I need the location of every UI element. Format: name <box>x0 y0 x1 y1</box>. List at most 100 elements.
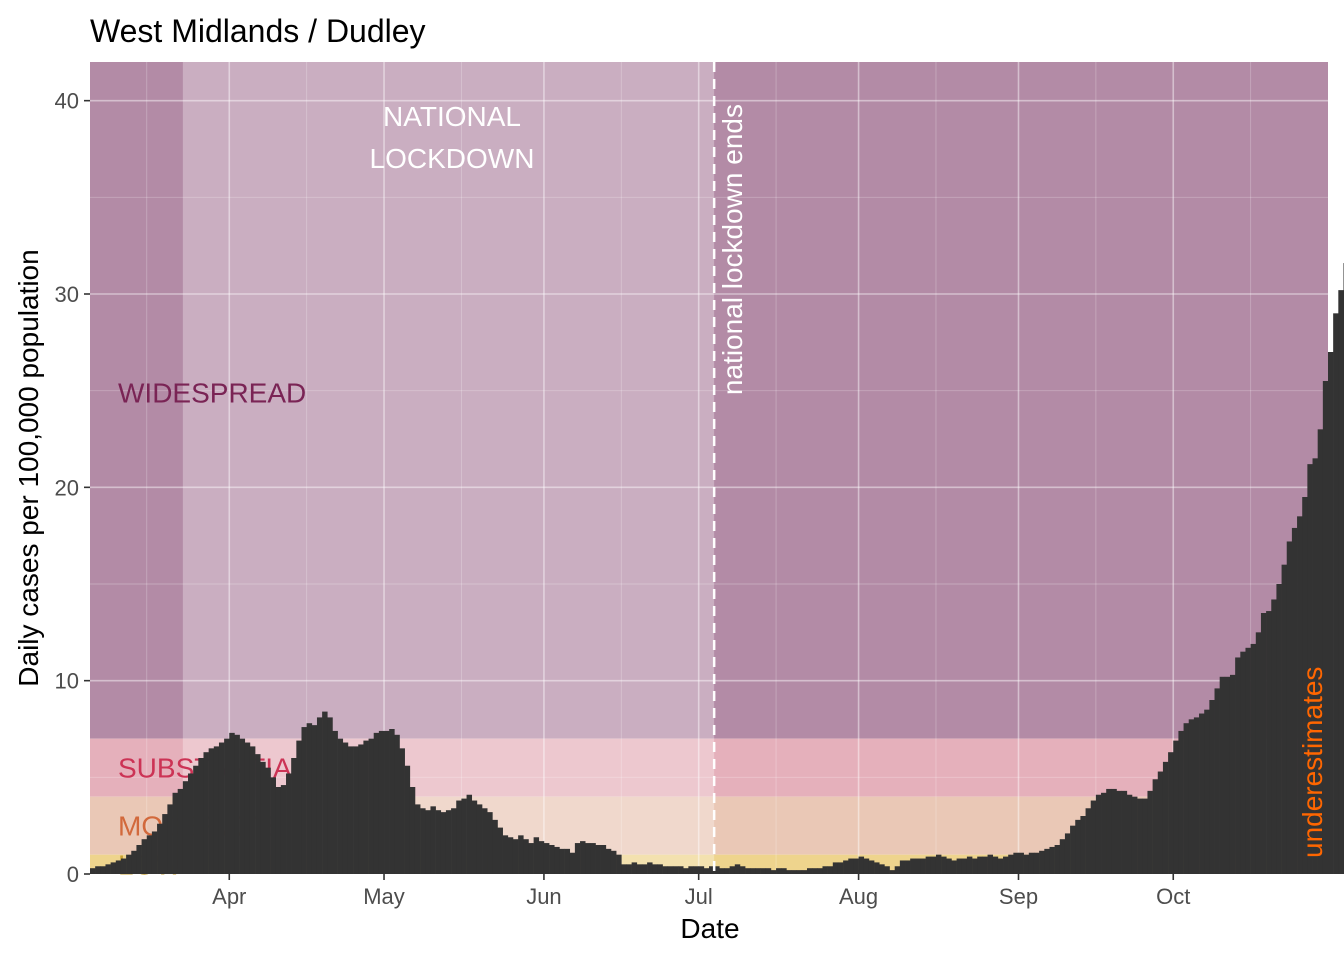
bar <box>296 740 302 874</box>
bar <box>972 858 978 874</box>
bar <box>105 864 111 874</box>
bar <box>1255 632 1262 874</box>
bar <box>100 866 106 874</box>
bar <box>977 856 983 874</box>
bar <box>1317 429 1324 874</box>
bar <box>1028 852 1035 874</box>
bar <box>394 734 400 874</box>
bar <box>848 858 854 874</box>
bar <box>1121 790 1128 874</box>
bar <box>399 748 405 874</box>
bar <box>1338 290 1344 875</box>
x-tick-label: May <box>363 884 405 909</box>
bar <box>930 856 937 874</box>
bar <box>1312 458 1318 874</box>
bar <box>667 866 674 874</box>
y-tick-label: 20 <box>55 475 79 500</box>
bar <box>894 866 901 874</box>
bar <box>1054 845 1061 874</box>
x-tick-label: Jun <box>526 884 561 909</box>
bar <box>1080 816 1086 874</box>
bar <box>430 806 436 874</box>
bar <box>1142 798 1148 874</box>
bar <box>636 864 643 874</box>
bar <box>224 738 230 874</box>
bar <box>858 856 865 874</box>
bar <box>1250 643 1257 874</box>
lockdown-area <box>182 62 715 874</box>
bar <box>316 717 323 874</box>
bar <box>487 812 493 874</box>
bar <box>126 854 132 874</box>
bar <box>698 866 705 874</box>
bar <box>585 843 591 874</box>
bar <box>384 730 390 874</box>
bar <box>739 866 746 874</box>
bar <box>1106 788 1112 874</box>
bar <box>807 868 813 874</box>
bar <box>280 785 287 874</box>
chart-title: West Midlands / Dudley <box>90 13 426 49</box>
bar <box>951 860 957 874</box>
bar <box>1328 352 1334 874</box>
bar <box>1322 381 1329 874</box>
bar <box>456 800 462 874</box>
bar <box>466 794 473 874</box>
bar <box>1131 796 1138 874</box>
bar <box>239 738 246 874</box>
bar <box>822 866 828 874</box>
plot-panel: WIDESPREADSUBSTANTIALMODERATELOW NATIONA… <box>90 62 1344 880</box>
bar <box>95 866 101 874</box>
bar <box>889 870 895 874</box>
bar <box>554 846 560 874</box>
bar <box>559 848 565 874</box>
bar <box>151 831 158 874</box>
bar <box>1209 700 1215 874</box>
bar <box>1075 819 1081 874</box>
x-axis-title: Date <box>680 913 739 944</box>
bar <box>765 868 772 874</box>
bar <box>1162 761 1169 874</box>
bar <box>270 777 276 874</box>
bar <box>569 852 576 874</box>
bar <box>440 812 447 874</box>
bar <box>90 868 96 874</box>
bar <box>564 848 571 874</box>
bar <box>1044 848 1050 874</box>
lockdown-label-line1: NATIONAL <box>383 101 521 132</box>
bar <box>1023 854 1030 874</box>
x-tick-label: Apr <box>212 884 246 909</box>
bar <box>229 732 235 874</box>
bar <box>378 730 385 874</box>
bar <box>1204 709 1210 874</box>
bar <box>425 810 431 874</box>
bar <box>131 850 137 874</box>
bar <box>347 746 354 874</box>
bar <box>920 858 926 874</box>
bar <box>899 860 906 874</box>
lockdown-end-label: national lockdown ends <box>717 104 748 395</box>
bar <box>1152 779 1159 874</box>
bar <box>1224 676 1231 874</box>
bar <box>1219 676 1226 874</box>
bar <box>605 848 612 874</box>
bar <box>322 711 328 874</box>
bar <box>301 727 307 874</box>
bar <box>286 773 292 874</box>
bar <box>1281 564 1288 874</box>
bar <box>1008 854 1014 874</box>
bar <box>435 810 442 874</box>
bar <box>208 748 215 874</box>
bar <box>574 843 581 874</box>
bar <box>162 814 168 874</box>
bar <box>141 839 148 874</box>
bar <box>610 850 617 874</box>
bar <box>193 765 199 874</box>
bar <box>234 734 240 874</box>
bar <box>414 804 421 874</box>
bar <box>992 856 999 874</box>
x-tick-label: Oct <box>1156 884 1190 909</box>
bar <box>647 862 653 874</box>
bar <box>1090 800 1097 874</box>
